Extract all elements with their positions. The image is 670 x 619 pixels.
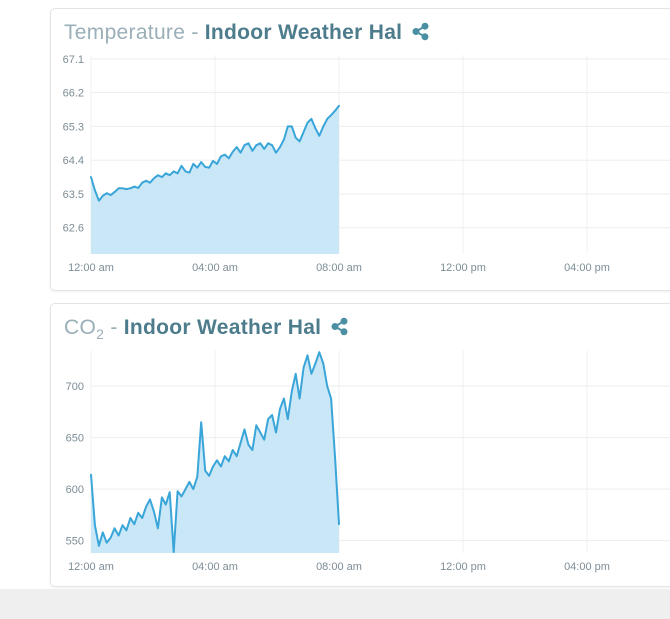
co2-chart[interactable]: 550 600 650 700 12:00 am 04:00 am 08:00 am 12:0… xyxy=(51,346,670,582)
co2-panel-title: CO2 - Indoor Weather Hal xyxy=(51,304,670,346)
x-tick-label: 04:00 pm xyxy=(564,561,610,573)
x-tick-label: 04:00 am xyxy=(192,561,238,573)
x-tick-label: 12:00 am xyxy=(68,262,114,274)
y-tick-label: 550 xyxy=(66,536,84,548)
temperature-panel-title: Temperature - Indoor Weather Hal xyxy=(51,9,670,51)
series-line xyxy=(90,351,340,553)
share-icon[interactable] xyxy=(330,316,349,344)
title-light: Temperature xyxy=(64,21,186,44)
x-tick-label: 08:00 am xyxy=(316,262,362,274)
y-tick-label: 67.1 xyxy=(63,54,84,66)
area-fill xyxy=(91,352,339,553)
x-tick-label: 04:00 pm xyxy=(564,262,610,274)
y-tick-label: 600 xyxy=(66,484,84,496)
y-tick-label: 650 xyxy=(66,433,84,445)
x-tick-label: 12:00 am xyxy=(68,561,114,573)
page-footer-strip xyxy=(0,589,670,619)
x-tick-label: 12:00 pm xyxy=(440,561,486,573)
temperature-chart[interactable]: 62.6 63.5 64.4 65.3 66.2 67.1 12:00 am 04:00 am… xyxy=(51,51,670,287)
y-tick-label: 62.6 xyxy=(63,223,84,235)
y-tick-label: 65.3 xyxy=(63,121,84,133)
y-tick-label: 700 xyxy=(66,381,84,393)
x-tick-label: 04:00 am xyxy=(192,262,238,274)
title-subscript: 2 xyxy=(96,326,105,343)
title-bold: Indoor Weather Hal xyxy=(123,316,322,339)
series-line xyxy=(90,104,340,202)
x-tick-label: 12:00 pm xyxy=(440,262,486,274)
x-tick-label: 08:00 am xyxy=(316,561,362,573)
temperature-panel: Temperature - Indoor Weather Hal 62.6 63.… xyxy=(50,8,670,291)
area-fill xyxy=(91,105,339,254)
title-light: CO xyxy=(64,316,97,339)
title-bold: Indoor Weather Hal xyxy=(204,21,403,44)
title-separator: - xyxy=(104,316,124,339)
y-tick-label: 63.5 xyxy=(63,189,84,201)
share-icon[interactable] xyxy=(411,21,430,49)
title-separator: - xyxy=(185,21,205,44)
co2-panel: CO2 - Indoor Weather Hal 550 600 650 700 12:… xyxy=(50,303,670,587)
y-tick-label: 64.4 xyxy=(63,155,84,167)
y-tick-label: 66.2 xyxy=(63,88,84,100)
